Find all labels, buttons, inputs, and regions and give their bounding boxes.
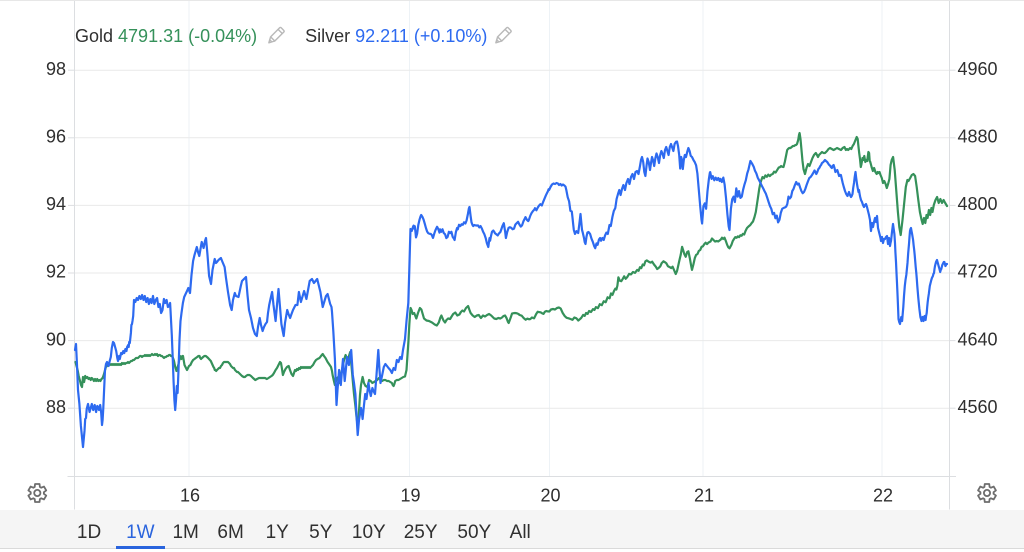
svg-text:4640: 4640: [958, 329, 998, 349]
svg-text:20: 20: [540, 486, 560, 506]
svg-text:96: 96: [46, 127, 66, 147]
svg-text:94: 94: [46, 194, 66, 214]
svg-text:22: 22: [873, 486, 893, 506]
svg-text:4720: 4720: [958, 262, 998, 282]
svg-text:4880: 4880: [958, 127, 998, 147]
svg-text:4960: 4960: [958, 59, 998, 79]
svg-text:21: 21: [694, 486, 714, 506]
svg-text:4560: 4560: [958, 397, 998, 417]
svg-text:19: 19: [400, 486, 420, 506]
svg-text:98: 98: [46, 59, 66, 79]
svg-text:16: 16: [180, 486, 200, 506]
svg-text:92: 92: [46, 262, 66, 282]
svg-text:90: 90: [46, 329, 66, 349]
svg-text:88: 88: [46, 397, 66, 417]
svg-text:4800: 4800: [958, 194, 998, 214]
